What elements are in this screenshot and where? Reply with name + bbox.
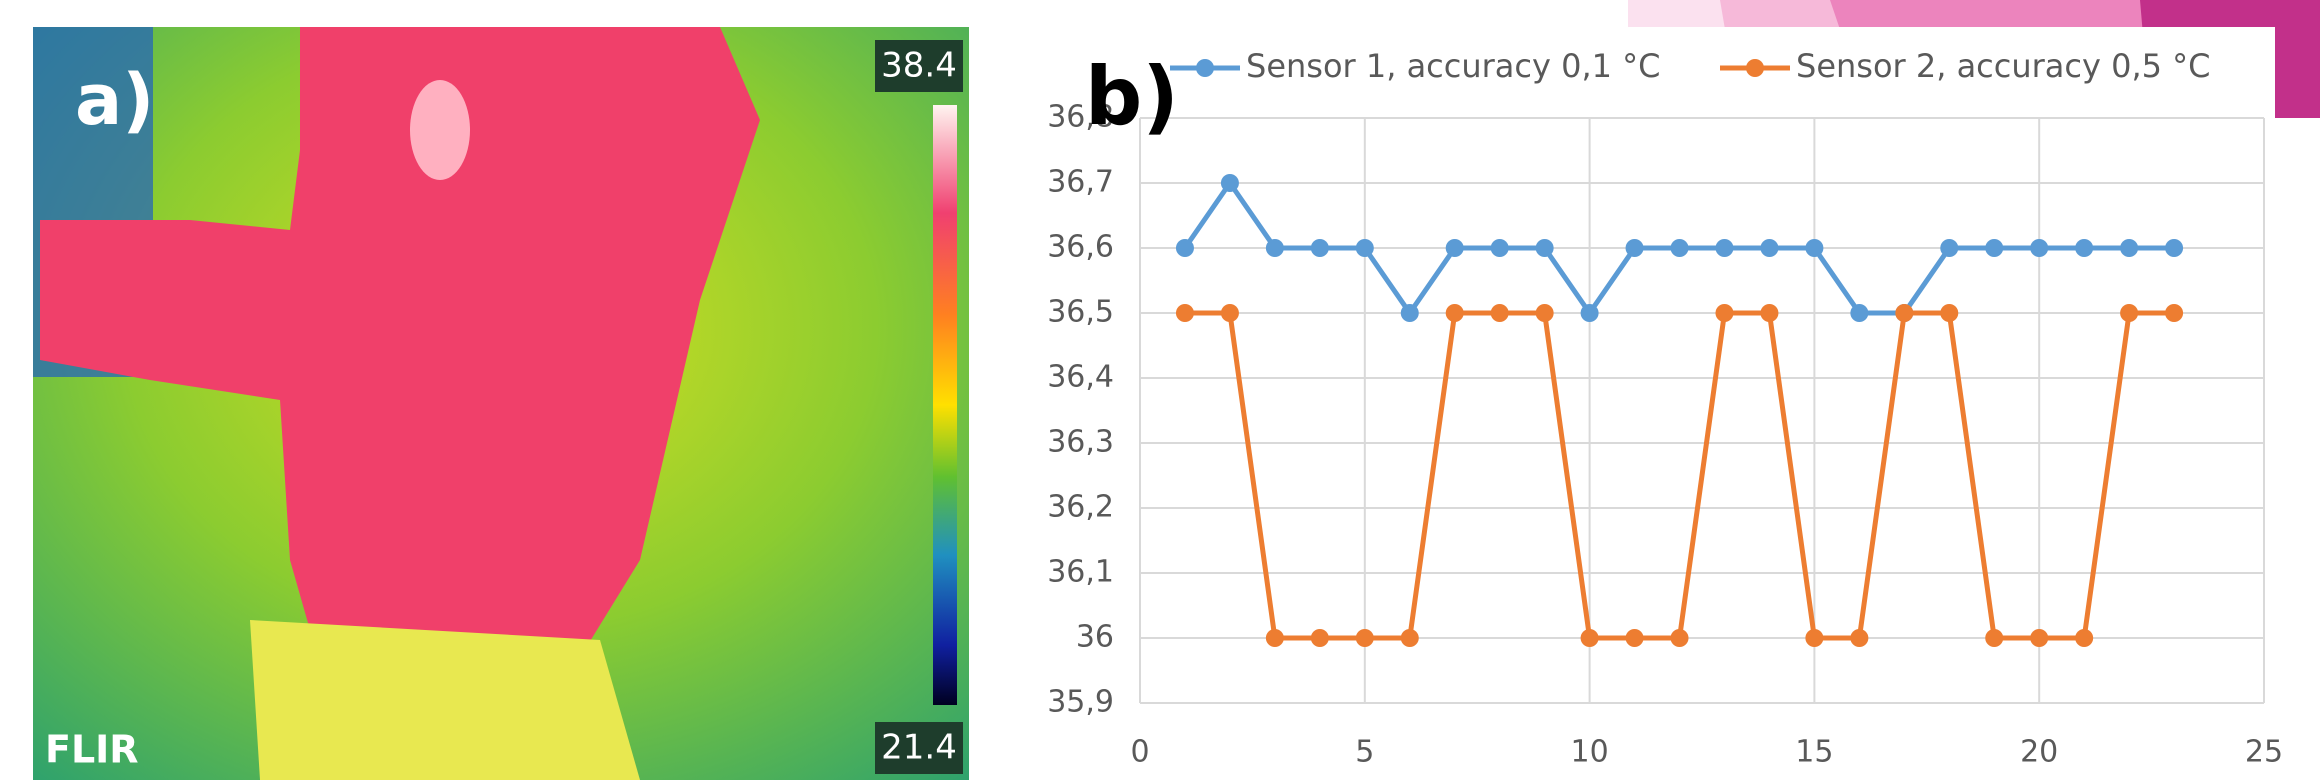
data-point (1265, 629, 1284, 647)
y-tick-label: 36,5 (1047, 295, 1114, 330)
data-point (1355, 239, 1374, 257)
data-point (1985, 629, 2004, 647)
data-point (1715, 304, 1734, 322)
y-tick-label: 36,2 (1047, 490, 1114, 525)
data-point (1175, 239, 1194, 257)
data-point (1265, 239, 1284, 257)
data-point (1400, 629, 1419, 647)
data-point (1625, 239, 1644, 257)
data-point (1310, 629, 1329, 647)
y-tick-label: 36,6 (1047, 230, 1114, 265)
x-tick-label: 15 (1795, 735, 1833, 770)
x-tick-label: 5 (1355, 735, 1374, 770)
data-point (1670, 629, 1689, 647)
legend-marker (1746, 59, 1764, 77)
temp-box (875, 722, 963, 774)
panel-label: a) (75, 59, 154, 141)
data-point (1490, 304, 1509, 322)
y-tick-label: 36,8 (1047, 100, 1114, 135)
data-point (1805, 629, 1824, 647)
data-point (1940, 304, 1959, 322)
data-point (2075, 239, 2094, 257)
data-point (1220, 174, 1239, 192)
y-tick-label: 36,7 (1047, 165, 1114, 200)
data-point (1310, 239, 1329, 257)
data-point (2075, 629, 2094, 647)
data-point (1850, 629, 1869, 647)
data-point (1220, 304, 1239, 322)
data-point (1850, 304, 1869, 322)
data-point (1715, 239, 1734, 257)
data-point (1355, 629, 1374, 647)
data-point (2165, 239, 2184, 257)
data-point (1535, 239, 1554, 257)
min-temp: 21.4 (881, 728, 957, 768)
x-tick-label: 25 (2245, 735, 2283, 770)
data-point (1760, 239, 1779, 257)
data-point (1580, 629, 1599, 647)
legend-label: Sensor 2, accuracy 0,5 °C (1796, 47, 2211, 85)
y-tick-label: 36,3 (1047, 425, 1114, 460)
data-point (1940, 239, 1959, 257)
y-tick-label: 35,9 (1047, 685, 1114, 720)
y-tick-label: 36,4 (1047, 360, 1114, 395)
x-tick-label: 10 (1571, 735, 1609, 770)
data-point (1445, 239, 1464, 257)
temp-box (875, 40, 963, 92)
data-point (1175, 304, 1194, 322)
data-point (1625, 629, 1644, 647)
data-point (2120, 239, 2139, 257)
thermal-image (33, 27, 969, 780)
brand: FLIR (45, 728, 139, 772)
chart-background (1035, 27, 2275, 780)
data-point (1760, 304, 1779, 322)
y-tick-label: 36,1 (1047, 555, 1114, 590)
data-point (1490, 239, 1509, 257)
data-point (2165, 304, 2184, 322)
data-point (1445, 304, 1464, 322)
data-point (1985, 239, 2004, 257)
data-point (1580, 304, 1599, 322)
x-tick-label: 20 (2020, 735, 2058, 770)
data-point (1400, 304, 1419, 322)
x-tick-label: 0 (1130, 735, 1149, 770)
data-point (2030, 629, 2049, 647)
data-point (1535, 304, 1554, 322)
max-temp: 38.4 (881, 46, 957, 86)
legend-marker (1196, 59, 1214, 77)
data-point (1670, 239, 1689, 257)
panel-label: b) (1085, 50, 1179, 143)
data-point (1805, 239, 1824, 257)
legend-label: Sensor 1, accuracy 0,1 °C (1246, 47, 1661, 85)
data-point (1895, 304, 1914, 322)
y-tick-label: 36 (1076, 620, 1114, 655)
data-point (2030, 239, 2049, 257)
chart: 35,9 36 36,1 36,2 36,3 36,4 36,5 36,6 36,7 36,8 0 5… (1047, 47, 2283, 770)
data-point (2120, 304, 2139, 322)
